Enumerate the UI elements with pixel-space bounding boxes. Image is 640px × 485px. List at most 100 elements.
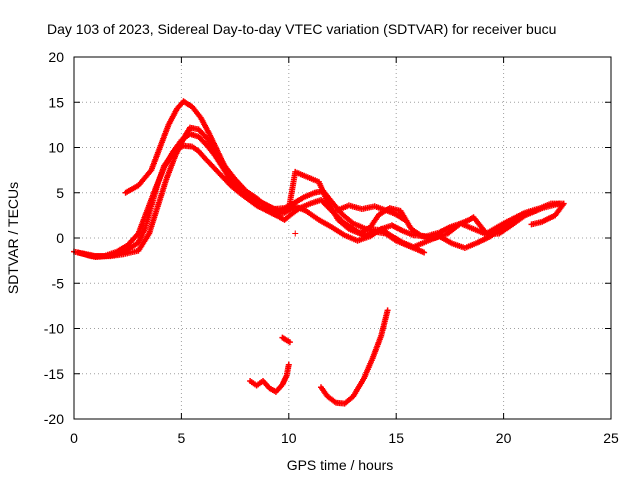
- data-point-run: [272, 383, 285, 395]
- data-point-run: [242, 187, 259, 202]
- data-point-run: [315, 178, 330, 203]
- data-point-run: [146, 205, 161, 237]
- data-point-run: [148, 146, 163, 174]
- data-point-run: [195, 148, 207, 160]
- data-point-run: [292, 203, 308, 214]
- data-point-run: [144, 187, 158, 214]
- x-tick-label: 0: [70, 430, 78, 446]
- data-point-run: [195, 133, 209, 148]
- data-point-run: [135, 209, 150, 237]
- data-point-run: [367, 213, 381, 231]
- series-low-segment-2: [279, 334, 293, 346]
- data-point-run: [283, 361, 292, 379]
- data-point-run: [279, 374, 289, 388]
- data-point-run: [180, 98, 194, 109]
- data-point-run: [135, 232, 152, 254]
- series-outlier: [292, 230, 299, 237]
- y-tick-label: 20: [48, 49, 64, 65]
- data-point-run: [318, 384, 330, 398]
- data-point-run: [436, 224, 452, 236]
- data-point-run: [378, 307, 391, 339]
- data-point-run: [483, 221, 505, 237]
- data-point-run: [553, 200, 567, 217]
- data-point-run: [324, 198, 341, 222]
- data-point-run: [414, 246, 428, 256]
- x-axis-label: GPS time / hours: [287, 457, 394, 473]
- data-point-run: [210, 164, 224, 179]
- data-point-run: [214, 149, 229, 172]
- data-point-run: [283, 337, 293, 346]
- data-point-run: [247, 378, 258, 388]
- data-point-run: [189, 143, 200, 153]
- y-tick-label: 15: [48, 94, 64, 110]
- x-tick-label: 15: [388, 430, 404, 446]
- y-tick-label: -20: [44, 411, 64, 427]
- data-point-run: [281, 212, 293, 223]
- data-point-run: [333, 203, 351, 214]
- data-point-run: [152, 166, 167, 192]
- data-point-run: [154, 178, 169, 210]
- data-point-run: [470, 214, 489, 235]
- data-point-run: [124, 240, 140, 253]
- y-tick-label: 10: [48, 140, 64, 156]
- x-tick-label: 5: [178, 430, 186, 446]
- series-trace-e: [333, 202, 408, 223]
- data-point-run: [114, 243, 130, 255]
- x-tick-label: 20: [496, 430, 512, 446]
- data-point-run: [444, 221, 463, 237]
- data-point-run: [303, 173, 320, 185]
- grid: [74, 57, 611, 419]
- y-tick-label: -15: [44, 366, 64, 382]
- data-point: [292, 230, 299, 237]
- data-point-run: [161, 150, 175, 171]
- data-point-run: [141, 205, 154, 232]
- data-point-run: [165, 107, 180, 128]
- data-point-run: [500, 210, 527, 227]
- data-point-run: [279, 334, 289, 343]
- data-point-run: [466, 215, 476, 223]
- data-point-run: [345, 225, 361, 236]
- data-point-run: [172, 137, 186, 160]
- data-point-run: [303, 207, 321, 222]
- y-tick-label: 0: [56, 230, 64, 246]
- data-point-run: [487, 225, 505, 240]
- data-point-run: [384, 207, 398, 217]
- data-point-run: [223, 167, 237, 184]
- chart-title: Day 103 of 2023, Sidereal Day-to-day VTE…: [47, 21, 556, 37]
- data-point-run: [202, 155, 216, 170]
- data-point-run: [339, 211, 355, 226]
- data-series: [71, 98, 567, 407]
- y-tick-label: -5: [52, 275, 65, 291]
- data-point-run: [328, 224, 346, 238]
- data-point-run: [388, 233, 405, 245]
- axis-ticks: 0 5 10 15 20 25 -20 -15 -10 -5 0 5 10 15 20: [44, 49, 619, 446]
- data-point-run: [461, 240, 479, 251]
- data-point-run: [180, 126, 193, 142]
- data-point-run: [135, 168, 154, 189]
- data-point-run: [156, 123, 171, 151]
- data-point-run: [219, 173, 233, 188]
- data-point-run: [356, 225, 372, 237]
- y-axis-label: SDTVAR / TECUs: [5, 182, 21, 294]
- data-point-run: [253, 197, 269, 208]
- data-point-run: [163, 155, 178, 183]
- data-point-run: [206, 130, 221, 154]
- data-point-run: [204, 142, 218, 158]
- data-point-run: [528, 218, 546, 228]
- data-point-run: [135, 227, 148, 246]
- x-tick-label: 10: [281, 430, 297, 446]
- data-point-run: [369, 334, 384, 362]
- data-point-run: [388, 222, 405, 233]
- data-point-run: [124, 231, 141, 249]
- y-tick-label: -10: [44, 321, 64, 337]
- data-point-run: [474, 234, 493, 246]
- data-point-run: [292, 168, 308, 179]
- data-point-run: [335, 216, 351, 231]
- data-point-run: [350, 376, 366, 400]
- data-point-run: [122, 183, 140, 196]
- data-point-run: [197, 114, 212, 136]
- data-point-run: [189, 103, 203, 120]
- data-point-run: [253, 202, 269, 214]
- data-point-run: [537, 201, 553, 212]
